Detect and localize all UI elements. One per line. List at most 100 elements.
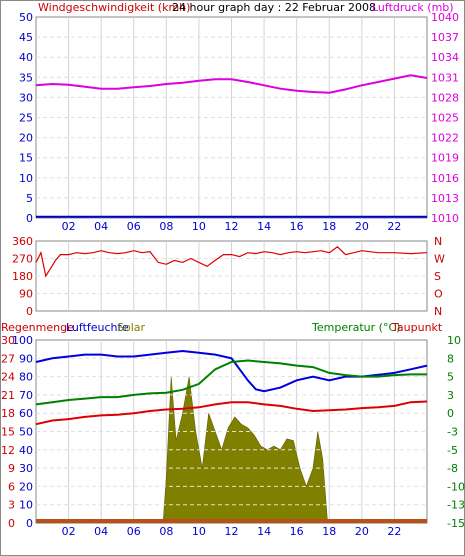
y-tick-label: S — [434, 270, 441, 283]
pressure-line — [35, 74, 428, 94]
y-tick-label: 1022 — [431, 132, 459, 145]
dewpoint-line — [35, 400, 428, 426]
y-tick-label: 9 — [8, 462, 15, 475]
y-tick-label: 30 — [19, 91, 33, 104]
y-tick-label: 5 — [26, 192, 33, 205]
x-tick-label: 20 — [355, 525, 369, 538]
y-tick-label: 1031 — [431, 71, 459, 84]
wind-direction-line — [35, 246, 428, 278]
y-tick-label: 1019 — [431, 152, 459, 165]
x-tick-label: 04 — [94, 220, 108, 233]
y-tick-label: -8 — [447, 462, 458, 475]
y-tick-label: 180 — [12, 270, 33, 283]
y-tick-label: 3 — [447, 389, 454, 402]
y-tick-label: 10 — [19, 499, 33, 512]
y-tick-label: 40 — [19, 51, 33, 64]
x-tick-label: 22 — [387, 220, 401, 233]
y-tick-label: 50 — [19, 11, 33, 24]
y-tick-label: 18 — [1, 407, 15, 420]
y-tick-label: 90 — [19, 352, 33, 365]
y-tick-label: 1016 — [431, 172, 459, 185]
y-tick-label: 70 — [19, 389, 33, 402]
pressure-axis-label: Luftdruck (mb) — [372, 1, 454, 14]
x-tick-label: 02 — [62, 525, 76, 538]
dewpoint-axis-label: Taupunkt — [391, 321, 443, 334]
x-tick-label: 16 — [290, 525, 304, 538]
chart-title: 24 hour graph day : 22 Februar 2008 — [172, 1, 376, 14]
y-tick-label: 24 — [1, 371, 15, 384]
x-tick-label: 10 — [192, 220, 206, 233]
y-tick-label: 0 — [26, 305, 33, 318]
y-tick-label: 1040 — [431, 11, 459, 24]
x-tick-label: 08 — [159, 220, 173, 233]
x-tick-label: 12 — [225, 220, 239, 233]
y-tick-label: 0 — [26, 212, 33, 225]
x-tick-label: 06 — [127, 525, 141, 538]
y-tick-label: 21 — [1, 389, 15, 402]
y-tick-label: 40 — [19, 444, 33, 457]
y-tick-label: 27 — [1, 352, 15, 365]
x-tick-label: 20 — [355, 220, 369, 233]
x-tick-label: 18 — [322, 220, 336, 233]
y-tick-label: 1010 — [431, 212, 459, 225]
y-tick-label: -10 — [447, 480, 465, 493]
y-tick-label: 100 — [12, 334, 33, 347]
y-tick-label: 0 — [447, 407, 454, 420]
y-tick-label: 1028 — [431, 91, 459, 104]
y-tick-label: 45 — [19, 31, 33, 44]
y-tick-label: 30 — [19, 462, 33, 475]
y-tick-label: 20 — [19, 480, 33, 493]
wind-speed-axis-label: Windgeschwindigkeit (kmh) — [38, 1, 190, 14]
y-tick-label: 90 — [19, 288, 33, 301]
y-tick-label: W — [434, 253, 445, 266]
rain-axis-label: Regenmenge — [1, 321, 74, 334]
y-tick-label: 1013 — [431, 192, 459, 205]
y-tick-label: 0 — [26, 517, 33, 530]
y-tick-label: 3 — [8, 499, 15, 512]
y-tick-label: N — [434, 305, 442, 318]
humidity-axis-label: Luftfeuchte — [66, 321, 129, 334]
y-tick-label: 1034 — [431, 51, 459, 64]
y-tick-label: 1025 — [431, 112, 459, 125]
x-tick-label: 22 — [387, 525, 401, 538]
y-tick-label: 20 — [19, 132, 33, 145]
x-tick-label: 14 — [257, 220, 271, 233]
y-tick-label: 35 — [19, 71, 33, 84]
x-tick-label: 14 — [257, 525, 271, 538]
solar-axis-label: Solar — [117, 321, 146, 334]
y-tick-label: 6 — [8, 480, 15, 493]
y-tick-label: 30 — [1, 334, 15, 347]
x-tick-label: 18 — [322, 525, 336, 538]
y-tick-label: 15 — [19, 152, 33, 165]
y-tick-label: -3 — [447, 426, 458, 439]
y-tick-label: -13 — [447, 499, 465, 512]
y-tick-label: 15 — [1, 426, 15, 439]
x-tick-label: 08 — [159, 525, 173, 538]
y-tick-label: 1037 — [431, 31, 459, 44]
y-tick-label: 0 — [8, 517, 15, 530]
y-tick-label: 270 — [12, 253, 33, 266]
y-tick-label: 360 — [12, 235, 33, 248]
x-tick-label: 10 — [192, 525, 206, 538]
y-tick-label: 8 — [447, 352, 454, 365]
y-tick-label: -15 — [447, 517, 465, 530]
rain-bar — [36, 519, 427, 523]
y-tick-label: 25 — [19, 112, 33, 125]
y-tick-label: -5 — [447, 444, 458, 457]
x-tick-label: 02 — [62, 220, 76, 233]
temperature-line — [35, 359, 427, 406]
y-tick-label: 50 — [19, 426, 33, 439]
y-tick-label: 10 — [19, 172, 33, 185]
y-tick-label: 12 — [1, 444, 15, 457]
x-tick-label: 04 — [94, 525, 108, 538]
y-tick-label: 10 — [447, 334, 461, 347]
x-tick-label: 06 — [127, 220, 141, 233]
y-tick-label: 5 — [447, 371, 454, 384]
x-tick-label: 12 — [225, 525, 239, 538]
y-tick-label: 80 — [19, 371, 33, 384]
temperature-axis-label: Temperatur (°C) — [311, 321, 400, 334]
x-tick-label: 16 — [290, 220, 304, 233]
y-tick-label: N — [434, 235, 442, 248]
y-tick-label: 60 — [19, 407, 33, 420]
